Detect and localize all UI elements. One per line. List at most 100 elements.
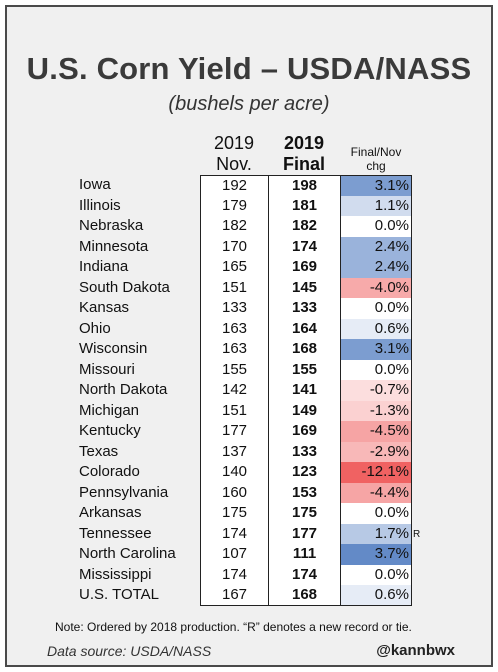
row-final-value: 181 [268, 195, 341, 216]
row-final-value: 164 [268, 318, 341, 339]
header-nov: 2019 Nov. [200, 133, 268, 175]
row-nov-value: 179 [200, 195, 269, 216]
row-final-value: 155 [268, 359, 341, 380]
row-nov-value: 155 [200, 359, 269, 380]
row-change-value: 1.1% [340, 195, 412, 216]
row-state: Mississippi [79, 565, 152, 583]
row-final-value: 133 [268, 298, 341, 319]
row-final-value: 141 [268, 380, 341, 401]
row-nov-value: 182 [200, 216, 269, 237]
row-nov-value: 107 [200, 544, 269, 565]
row-final-value: 168 [268, 339, 341, 360]
row-change-value: 0.0% [340, 359, 412, 380]
row-final-value: 169 [268, 421, 341, 442]
header-change-label: Final/Nov [350, 145, 402, 159]
footnote: Note: Ordered by 2018 production. “R” de… [55, 620, 412, 634]
row-final-value: 153 [268, 482, 341, 503]
row-change-value: -4.0% [340, 277, 412, 298]
row-nov-value: 142 [200, 380, 269, 401]
row-nov-value: 163 [200, 318, 269, 339]
row-change-value: 0.0% [340, 503, 412, 524]
row-state: Indiana [79, 258, 129, 275]
page-title: U.S. Corn Yield – USDA/NASS [26, 51, 472, 86]
header-final-year: 2019 [283, 133, 325, 153]
header-change-sub: chg [366, 159, 386, 173]
row-change-value: -0.7% [340, 380, 412, 401]
row-state: Arkansas [79, 504, 142, 521]
row-change-value: -4.4% [340, 482, 412, 503]
row-change-value: 0.6% [340, 585, 412, 606]
row-final-value: 168 [268, 585, 341, 606]
row-state: Minnesota [79, 237, 149, 255]
row-nov-value: 174 [200, 523, 269, 544]
row-change-value: 2.4% [340, 236, 412, 257]
header-final: 2019 Final [268, 133, 340, 175]
row-state: Texas [79, 442, 119, 460]
row-state: Kansas [79, 299, 130, 316]
row-nov-value: 137 [200, 441, 269, 462]
row-change-value: 0.6% [340, 318, 412, 339]
row-state: North Dakota [79, 381, 168, 398]
row-state: Pennsylvania [79, 483, 169, 501]
row-final-value: 177 [268, 523, 341, 544]
row-nov-value: 165 [200, 257, 269, 278]
row-state: Nebraska [79, 217, 144, 234]
row-change-value: 0.0% [340, 216, 412, 237]
row-nov-value: 175 [200, 503, 269, 524]
row-nov-value: 177 [200, 421, 269, 442]
row-final-value: 111 [268, 544, 341, 565]
row-state: Illinois [79, 196, 121, 214]
header-nov-label: Nov. [216, 154, 252, 174]
row-change-value: 0.0% [340, 564, 412, 585]
row-final-value: 198 [268, 175, 341, 196]
row-nov-value: 133 [200, 298, 269, 319]
row-nov-value: 192 [200, 175, 269, 196]
row-final-value: 174 [268, 236, 341, 257]
row-final-value: 149 [268, 400, 341, 421]
row-change-value: -4.5% [340, 421, 412, 442]
record-marker: R [413, 528, 421, 540]
row-change-value: 1.7% [340, 523, 412, 544]
row-nov-value: 151 [200, 400, 269, 421]
row-state: Ohio [79, 319, 111, 337]
row-state: South Dakota [79, 278, 170, 296]
row-change-value: -2.9% [340, 441, 412, 462]
row-nov-value: 160 [200, 482, 269, 503]
row-change-value: 3.7% [340, 544, 412, 565]
row-final-value: 133 [268, 441, 341, 462]
row-nov-value: 174 [200, 564, 269, 585]
row-state: Kentucky [79, 422, 141, 439]
row-state: Tennessee [79, 524, 152, 542]
row-state: Michigan [79, 401, 140, 419]
row-final-value: 123 [268, 462, 341, 483]
row-change-value: -12.1% [340, 462, 412, 483]
data-source: Data source: USDA/NASS [47, 643, 212, 659]
row-state: Iowa [79, 176, 111, 193]
header-nov-year: 2019 [213, 133, 255, 153]
header-final-label: Final [282, 154, 325, 174]
row-state: Colorado [79, 463, 140, 480]
figure-frame: U.S. Corn Yield – USDA/NASS (bushels per… [5, 5, 493, 667]
page-subtitle: (bushels per acre) [168, 93, 330, 115]
row-change-value: 3.1% [340, 175, 412, 196]
row-final-value: 182 [268, 216, 341, 237]
header-change: Final/Nov chg [340, 145, 412, 173]
row-change-value: 3.1% [340, 339, 412, 360]
row-final-value: 175 [268, 503, 341, 524]
row-final-value: 145 [268, 277, 341, 298]
row-state: North Carolina [79, 545, 176, 562]
row-nov-value: 140 [200, 462, 269, 483]
row-nov-value: 151 [200, 277, 269, 298]
row-nov-value: 163 [200, 339, 269, 360]
row-change-value: 0.0% [340, 298, 412, 319]
row-final-value: 174 [268, 564, 341, 585]
row-change-value: -1.3% [340, 400, 412, 421]
row-nov-value: 170 [200, 236, 269, 257]
row-state: Wisconsin [79, 340, 148, 357]
row-final-value: 169 [268, 257, 341, 278]
row-state: U.S. TOTAL [79, 586, 160, 603]
row-state: Missouri [79, 360, 135, 378]
row-change-value: 2.4% [340, 257, 412, 278]
row-nov-value: 167 [200, 585, 269, 606]
author-handle: @kannbwx [376, 642, 455, 659]
